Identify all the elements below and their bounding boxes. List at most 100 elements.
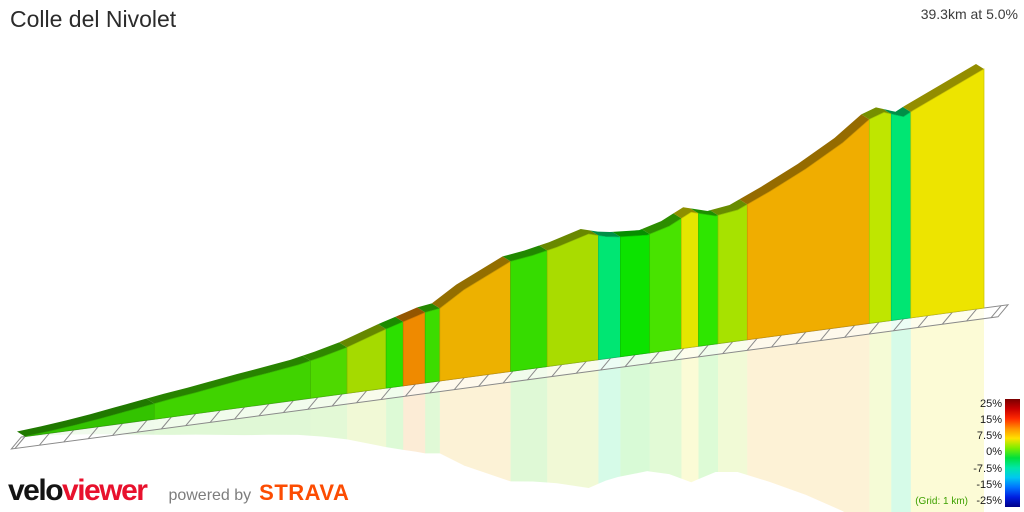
km-grid-tick bbox=[39, 432, 50, 446]
km-grid-tick bbox=[136, 419, 148, 433]
km-grid-tick bbox=[405, 383, 416, 397]
km-grid-tick bbox=[649, 351, 660, 364]
gradient-legend-label: -7.5% bbox=[973, 462, 1002, 475]
powered-by-label: powered by bbox=[168, 487, 252, 504]
km-grid-tick bbox=[575, 360, 587, 374]
km-grid-tick bbox=[771, 334, 782, 348]
segment-reflection bbox=[403, 382, 426, 454]
km-grid-tick bbox=[380, 387, 392, 400]
km-grid-tick bbox=[161, 416, 172, 430]
segment-reflection bbox=[869, 320, 892, 512]
km-grid-tick bbox=[331, 393, 343, 407]
segment-top-bevel bbox=[502, 245, 548, 262]
gradient-legend-label: -25% bbox=[976, 494, 1002, 507]
segment-reflection bbox=[439, 371, 511, 482]
km-grid-tick bbox=[209, 410, 221, 423]
km-grid-tick bbox=[87, 426, 99, 440]
segment-face bbox=[698, 212, 719, 347]
segment-top-bevel bbox=[590, 230, 621, 238]
segment-top-bevel bbox=[690, 208, 719, 216]
segment-face bbox=[310, 346, 348, 399]
km-grid-tick bbox=[819, 328, 831, 341]
strava-logo[interactable]: STRAVA bbox=[259, 480, 350, 505]
segment-top-bevel bbox=[673, 207, 699, 219]
segment-face bbox=[385, 321, 404, 389]
km-grid-tick bbox=[258, 403, 270, 417]
segment-top-bevel bbox=[431, 256, 511, 309]
km-grid-tick bbox=[868, 321, 880, 335]
gradient-legend-label: 0% bbox=[986, 446, 1002, 459]
segment-face bbox=[620, 233, 651, 358]
km-grid-tick bbox=[966, 308, 978, 322]
segment-reflection bbox=[620, 352, 650, 477]
km-grid-tick bbox=[14, 436, 26, 449]
veloviewer-logo-viewer[interactable]: viewer bbox=[62, 474, 148, 507]
km-grid-tick bbox=[527, 367, 538, 381]
km-grid-tick bbox=[63, 429, 75, 443]
segment-face bbox=[868, 112, 892, 324]
km-grid-tick bbox=[453, 377, 465, 390]
km-grid-tick bbox=[795, 331, 807, 345]
segment-top-bevel bbox=[17, 398, 155, 437]
segment-reflection bbox=[386, 385, 404, 450]
footer-branding: velo viewer powered by STRAVA bbox=[8, 474, 349, 508]
segment-face bbox=[424, 307, 441, 384]
segment-face bbox=[717, 203, 748, 345]
segment-reflection bbox=[718, 339, 748, 476]
km-grid-tick bbox=[941, 311, 953, 325]
km-grid-tick bbox=[844, 325, 856, 338]
segment-reflection bbox=[681, 346, 699, 483]
segment-top-bevel bbox=[902, 64, 984, 113]
segment-top-bevel bbox=[417, 303, 440, 313]
segment-top-bevel bbox=[641, 213, 682, 235]
segment-face bbox=[439, 260, 511, 382]
segment-reflection bbox=[910, 308, 984, 512]
km-grid-tick bbox=[551, 364, 563, 377]
segment-reflection bbox=[747, 323, 870, 512]
gradient-legend-labels: 25% 15% 7.5% 0% -7.5% -15% -25% bbox=[973, 399, 1005, 507]
gradient-legend-label: -15% bbox=[976, 478, 1002, 491]
segment-top-bevel bbox=[861, 107, 892, 120]
segment-reflection bbox=[698, 343, 719, 480]
page-title: Colle del Nivolet bbox=[10, 6, 177, 32]
segment-face bbox=[681, 211, 699, 349]
segment-face bbox=[402, 311, 426, 387]
km-grid-tick bbox=[112, 423, 123, 436]
km-grid-tick bbox=[697, 344, 709, 358]
gradient-legend-label: 15% bbox=[979, 414, 1002, 427]
km-grid-tick bbox=[283, 400, 294, 413]
segment-face bbox=[910, 68, 985, 319]
segment-top-bevel bbox=[539, 228, 599, 251]
km-grid-tick bbox=[746, 338, 758, 351]
segment-reflection bbox=[425, 380, 440, 454]
km-grid-tick bbox=[234, 406, 246, 420]
segment-top-bevel bbox=[339, 324, 387, 348]
km-grid-tick bbox=[600, 357, 612, 371]
segment-reflection bbox=[598, 356, 621, 484]
km-grid-tick bbox=[478, 374, 490, 387]
km-grid-tick bbox=[722, 341, 734, 354]
km-grid-tick bbox=[185, 413, 197, 426]
segment-top-bevel bbox=[739, 114, 870, 205]
gradient-legend: 25% 15% 7.5% 0% -7.5% -15% -25% bbox=[973, 399, 1020, 507]
segment-reflection bbox=[891, 317, 911, 512]
gradient-legend-colorbar bbox=[1005, 399, 1020, 507]
segment-top-bevel bbox=[302, 342, 348, 361]
km-grid-tick bbox=[502, 370, 514, 384]
km-grid-tick bbox=[356, 390, 368, 404]
km-grid-tick bbox=[893, 318, 904, 332]
km-grid-tick bbox=[673, 347, 685, 361]
segment-reflection bbox=[547, 359, 599, 488]
segment-top-bevel bbox=[883, 107, 911, 117]
veloviewer-logo-velo[interactable]: velo bbox=[8, 474, 64, 507]
gradient-legend-label: 25% bbox=[979, 398, 1002, 410]
climb-summary: 39.3km at 5.0% bbox=[920, 6, 1018, 22]
segment-reflection bbox=[510, 366, 548, 483]
segment-face bbox=[649, 217, 682, 354]
segment-top-bevel bbox=[710, 199, 748, 216]
segment-face bbox=[598, 235, 621, 361]
segment-face bbox=[546, 233, 599, 367]
segment-reflection bbox=[649, 348, 682, 479]
